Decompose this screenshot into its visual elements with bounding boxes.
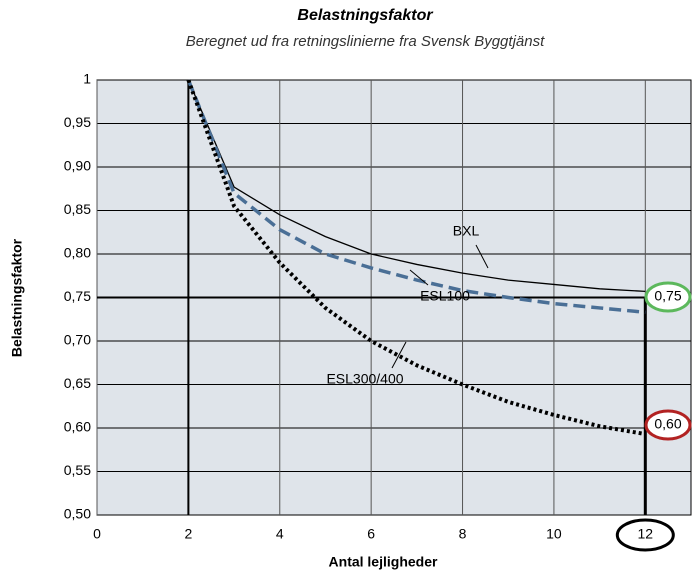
series-line: [186, 79, 646, 437]
series-line: [186, 79, 646, 315]
y-tick-label: 0,75: [64, 288, 91, 304]
series-line: [187, 79, 646, 293]
annotation: ESL300/400: [326, 371, 403, 387]
annotation: BXL: [453, 223, 480, 239]
chart-title: Belastningsfaktor: [297, 7, 433, 24]
x-tick-label: 8: [459, 526, 467, 542]
y-tick-label: 0,70: [64, 332, 91, 348]
y-tick-label: 1: [83, 71, 91, 87]
x-tick-label: 6: [367, 526, 375, 542]
leader-line: [475, 244, 489, 269]
leader-line: [409, 269, 429, 286]
x-tick-label: 4: [276, 526, 284, 542]
y-tick-label: 0,55: [64, 462, 91, 478]
y-tick-label: 0,65: [64, 375, 91, 391]
x-axis-label: Antal lejligheder: [329, 554, 438, 570]
chart-subtitle: Beregnet ud fra retningslinierne fra Sve…: [186, 33, 545, 50]
y-tick-label: 0,85: [64, 201, 91, 217]
y-tick-label: 0,80: [64, 245, 91, 261]
y-tick-label: 0,95: [64, 114, 91, 130]
x-tick-label: 0: [93, 526, 101, 542]
highlight-ring: [615, 518, 675, 552]
x-tick-label: 2: [184, 526, 192, 542]
leader-line: [391, 341, 407, 369]
y-axis-label: Belastningsfaktor: [9, 238, 25, 357]
x-tick-label: 12: [638, 526, 654, 542]
annotation: ESL100: [420, 288, 470, 304]
x-tick-label: 10: [546, 526, 562, 542]
highlight-ring: [644, 281, 692, 313]
annotation: 0,75: [654, 288, 681, 304]
annotation: 0,60: [654, 416, 681, 432]
y-tick-label: 0,60: [64, 419, 91, 435]
y-tick-label: 0,90: [64, 158, 91, 174]
y-tick-label: 0,50: [64, 506, 91, 522]
highlight-ring: [644, 409, 692, 441]
